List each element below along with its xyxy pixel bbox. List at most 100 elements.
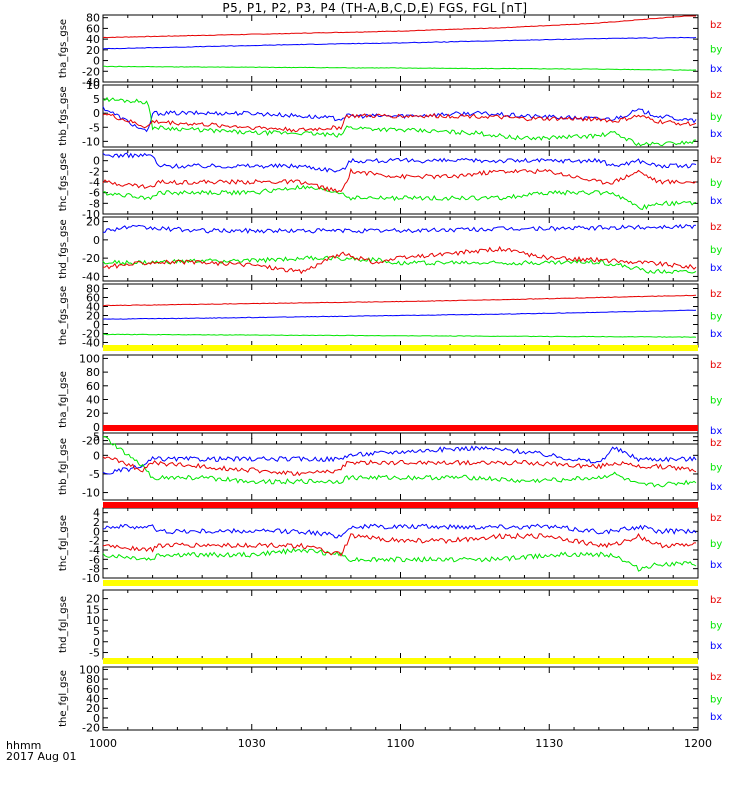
series-by	[102, 184, 697, 210]
y-tick-label: -20	[82, 252, 100, 265]
y-tick-label: 80	[86, 12, 100, 25]
series-by	[102, 333, 697, 338]
y-tick-label: 0	[93, 636, 100, 649]
panel-frame	[102, 149, 699, 215]
panel-ylabel: tha_fgl_gse	[58, 371, 69, 428]
y-tick-label: -10	[82, 135, 100, 148]
y-tick-label: -20	[82, 65, 100, 78]
y-tick-label: 0	[93, 421, 100, 434]
y-tick-label: 0	[93, 525, 100, 538]
legend-bz: bz	[710, 155, 722, 166]
y-tick-label: 0	[93, 107, 100, 120]
y-tick-label: 60	[86, 292, 100, 305]
panel-ylabel: thc_fgl_gse	[58, 515, 69, 571]
series-bx	[102, 445, 697, 475]
y-tick-label: 5	[93, 625, 100, 638]
legend-by: by	[710, 312, 722, 323]
x-tick-label: 1030	[238, 737, 266, 750]
y-tick-label: -5	[89, 647, 100, 660]
y-tick-label: 100	[79, 352, 100, 365]
panel-frame	[102, 216, 699, 282]
legend-bz: bz	[710, 222, 722, 233]
y-tick-label: 5	[93, 93, 100, 106]
series-bz	[102, 294, 697, 307]
y-tick-label: -20	[82, 722, 100, 735]
y-tick-label: -6	[89, 553, 100, 566]
y-tick-label: 20	[86, 216, 100, 229]
state-bar	[103, 502, 698, 508]
x-tick-label: 1000	[89, 737, 117, 750]
panel-frame	[102, 666, 699, 731]
legend-bx: bx	[710, 196, 722, 207]
y-tick-label: 60	[86, 683, 100, 696]
legend-by: by	[710, 539, 722, 550]
panel-ylabel: thd_fgl_gse	[58, 596, 69, 653]
y-tick-label: -10	[82, 487, 100, 500]
series-by	[102, 436, 697, 488]
y-tick-label: 80	[86, 366, 100, 379]
legend-bz: bz	[710, 289, 722, 300]
series-bz	[102, 15, 696, 39]
x-axis-caption: hhmm	[6, 739, 42, 752]
y-tick-label: 4	[93, 507, 100, 520]
legend-bx: bx	[710, 129, 722, 140]
legend-bz: bz	[710, 438, 722, 449]
panel-ylabel: the_fgs_gse	[58, 286, 69, 345]
series-bz	[102, 245, 697, 275]
series-bz	[102, 167, 697, 193]
date-caption: 2017 Aug 01	[6, 750, 77, 763]
series-bz	[102, 456, 697, 477]
y-tick-label: 20	[86, 407, 100, 420]
y-tick-label: -5	[89, 468, 100, 481]
y-tick-label: -2	[89, 535, 100, 548]
y-tick-label: -4	[89, 176, 100, 189]
y-tick-label: -10	[82, 208, 100, 221]
y-tick-label: -6	[89, 187, 100, 200]
legend-by: by	[710, 245, 722, 256]
y-tick-label: -5	[89, 121, 100, 134]
series-by	[102, 547, 697, 572]
legend-bx: bx	[710, 263, 722, 274]
state-bar	[103, 425, 698, 431]
panel-frame	[102, 589, 699, 660]
y-tick-label: 0	[93, 234, 100, 247]
legend-by: by	[710, 695, 722, 706]
series-bx	[102, 36, 697, 50]
y-tick-label: 10	[86, 79, 100, 92]
legend-bx: bx	[710, 712, 722, 723]
panel-ylabel: thd_fgs_gse	[58, 219, 69, 278]
legend-bx: bx	[710, 482, 722, 493]
y-tick-label: 20	[86, 593, 100, 606]
panel-ylabel: thb_fgl_gse	[58, 438, 69, 495]
legend-bx: bx	[710, 64, 722, 75]
series-bz	[102, 532, 696, 557]
y-tick-label: -40	[82, 337, 100, 350]
y-tick-label: 40	[86, 301, 100, 314]
legend-by: by	[710, 463, 722, 474]
legend-bz: bz	[710, 672, 722, 683]
y-tick-label: 15	[86, 603, 100, 616]
x-tick-label: 1130	[535, 737, 563, 750]
legend-bx: bx	[710, 560, 722, 571]
state-bar	[103, 580, 698, 586]
x-tick-label: 1200	[684, 737, 712, 750]
y-tick-label: -2	[89, 165, 100, 178]
series-by	[102, 96, 697, 147]
y-tick-label: 5	[93, 431, 100, 444]
series-bx	[102, 106, 697, 133]
panel-ylabel: the_fgl_gse	[58, 670, 69, 727]
chart-title: P5, P1, P2, P3, P4 (TH-A,B,C,D,E) FGS, F…	[222, 1, 528, 15]
y-tick-label: -40	[82, 270, 100, 283]
legend-bx: bx	[710, 329, 722, 340]
panel-ylabel: thb_fgs_gse	[58, 86, 69, 145]
legend-bz: bz	[710, 20, 722, 31]
y-tick-label: -8	[89, 197, 100, 210]
y-tick-label: 20	[86, 310, 100, 323]
legend-bz: bz	[710, 513, 722, 524]
y-tick-label: -40	[82, 76, 100, 89]
panel-ylabel: tha_fgs_gse	[58, 19, 69, 78]
legend-by: by	[710, 396, 722, 407]
panel-ylabel: thc_fgs_gse	[58, 153, 69, 212]
y-tick-label: -20	[82, 328, 100, 341]
